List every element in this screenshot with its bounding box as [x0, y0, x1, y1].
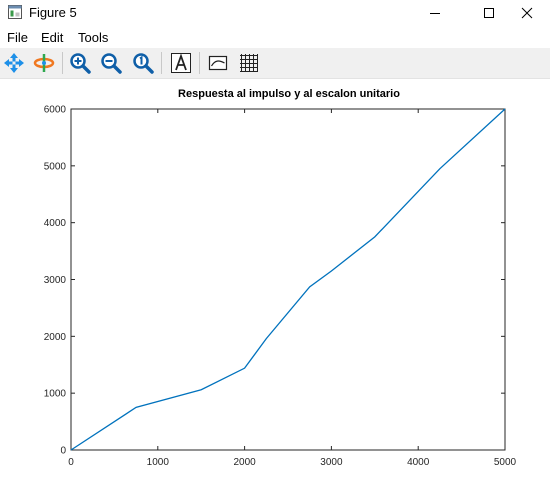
rotate-icon: [33, 52, 55, 74]
zoom-reset-icon: [132, 52, 154, 74]
y-tick-label: 6000: [44, 105, 67, 116]
menu-bar: File Edit Tools: [0, 28, 550, 48]
x-tick-label: 4000: [407, 457, 430, 468]
close-button[interactable]: [504, 0, 550, 26]
title-bar: Figure 5: [0, 0, 550, 26]
zoom-out-icon: [100, 52, 122, 74]
toolbar-separator: [161, 52, 162, 74]
pan-button[interactable]: [1, 50, 27, 76]
y-tick-label: 4000: [44, 218, 67, 229]
plot-area: Respuesta al impulso y al escalon unitar…: [0, 80, 550, 478]
y-tick-label: 5000: [44, 161, 67, 172]
close-icon: [521, 7, 533, 19]
insert-text-button[interactable]: [168, 50, 194, 76]
toolbar-separator: [62, 52, 63, 74]
rotate-button[interactable]: [31, 50, 57, 76]
x-tick-label: 3000: [320, 457, 343, 468]
zoom-reset-button[interactable]: [130, 50, 156, 76]
minimize-icon: [429, 7, 441, 19]
menu-edit[interactable]: Edit: [41, 30, 63, 45]
axes-box: [71, 109, 505, 450]
y-tick-label: 3000: [44, 275, 67, 286]
zoom-in-icon: [69, 52, 91, 74]
legend-toggle-icon: [207, 52, 229, 74]
x-tick-label: 5000: [494, 457, 517, 468]
y-tick-label: 2000: [44, 332, 67, 343]
chart-title: Respuesta al impulso y al escalon unitar…: [178, 88, 400, 100]
grid-button[interactable]: [236, 50, 262, 76]
x-tick-label: 1000: [147, 457, 170, 468]
grid-toggle-icon: [238, 52, 260, 74]
toolbar: [0, 48, 550, 79]
text-insert-icon: [170, 52, 192, 74]
minimize-button[interactable]: [412, 0, 458, 26]
menu-tools[interactable]: Tools: [78, 30, 108, 45]
x-tick-label: 0: [68, 457, 74, 468]
maximize-icon: [483, 7, 495, 19]
figure-app-icon: [8, 5, 22, 19]
y-tick-label: 0: [60, 446, 66, 457]
window-title: Figure 5: [29, 5, 77, 20]
zoom-out-button[interactable]: [98, 50, 124, 76]
menu-file[interactable]: File: [7, 30, 28, 45]
x-tick-label: 2000: [233, 457, 256, 468]
toolbar-separator: [199, 52, 200, 74]
zoom-in-button[interactable]: [67, 50, 93, 76]
legend-button[interactable]: [205, 50, 231, 76]
y-tick-label: 1000: [44, 389, 67, 400]
pan-icon: [3, 52, 25, 74]
